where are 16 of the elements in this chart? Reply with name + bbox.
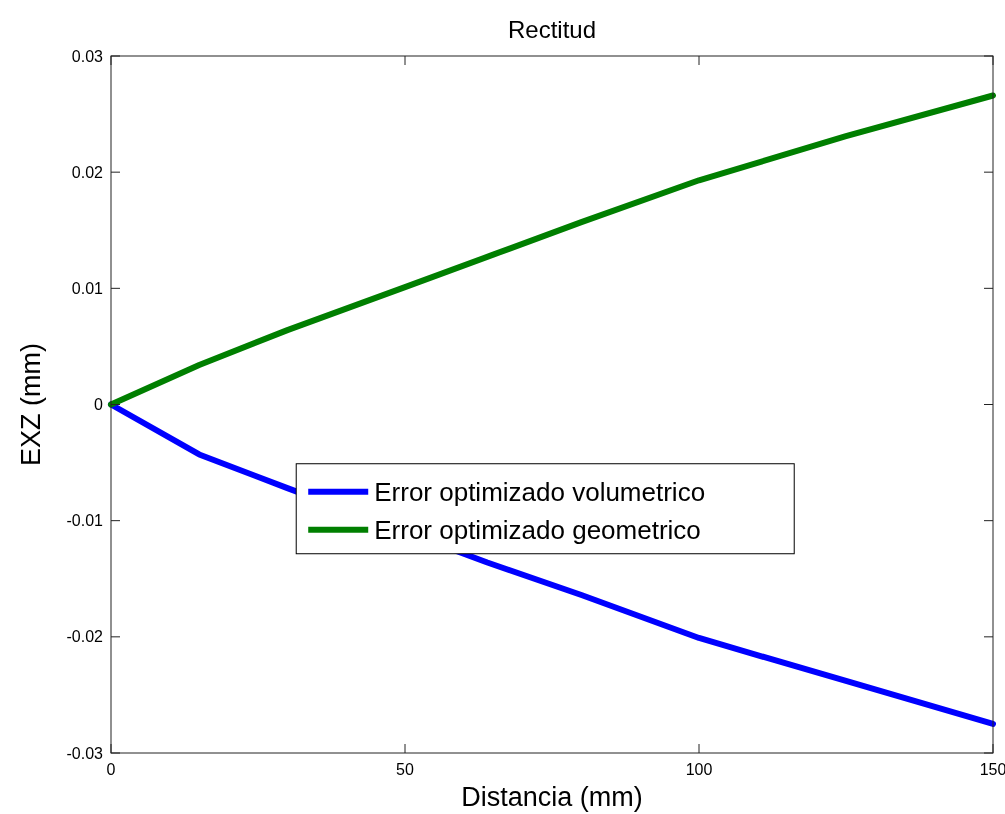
x-tick-label: 150 [979, 761, 1005, 778]
x-tick-label: 100 [685, 761, 713, 778]
y-tick-label: 0 [94, 396, 104, 414]
y-tick-label: -0.02 [66, 628, 104, 646]
y-tick-label: -0.01 [66, 512, 104, 530]
chart-title: Rectitud [507, 16, 597, 43]
y-axis-title: EXZ (mm) [16, 343, 46, 466]
x-tick-label: 0 [106, 761, 116, 778]
legend-label: Error optimizado volumetrico [374, 476, 706, 507]
y-tick-label: 0.03 [71, 47, 104, 65]
legend-label: Error optimizado geometrico [374, 514, 701, 545]
x-axis-title: Distancia (mm) [461, 782, 643, 812]
y-tick-label: 0.01 [71, 279, 104, 297]
y-tick-label: -0.03 [66, 744, 104, 762]
x-tick-label: 50 [396, 761, 414, 778]
y-tick-label: 0.02 [71, 163, 104, 181]
